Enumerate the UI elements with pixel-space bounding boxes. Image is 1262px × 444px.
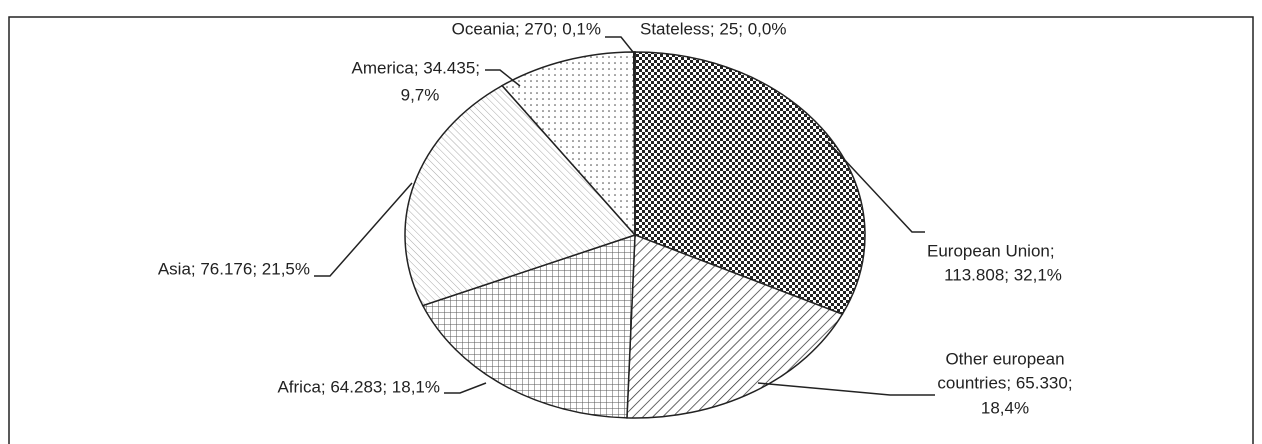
leader-line <box>605 36 634 53</box>
leader-line <box>444 382 487 394</box>
data-label: 9,7% <box>401 85 440 104</box>
leader-line <box>314 182 413 277</box>
pie-slice <box>500 51 636 237</box>
pie-slice <box>421 233 636 419</box>
leader-line <box>485 69 521 87</box>
data-label: Asia; 76.176; 21,5% <box>158 259 310 278</box>
pie-slice <box>634 51 866 316</box>
data-label: Other european <box>945 349 1064 368</box>
data-label: European Union; <box>927 241 1055 260</box>
pie-slice <box>626 233 844 419</box>
data-label: 18,4% <box>981 398 1029 417</box>
data-label: Africa; 64.283; 18,1% <box>277 377 440 396</box>
data-label: America; 34.435; <box>351 58 480 77</box>
data-label: countries; 65.330; <box>937 373 1072 392</box>
data-label: 113.808; 32,1% <box>944 265 1062 284</box>
leader-line <box>757 382 935 396</box>
data-label: Oceania; 270; 0,1% <box>452 19 601 38</box>
pie-slice <box>404 84 637 307</box>
data-label: Stateless; 25; 0,0% <box>640 19 786 38</box>
leader-line <box>827 141 925 233</box>
